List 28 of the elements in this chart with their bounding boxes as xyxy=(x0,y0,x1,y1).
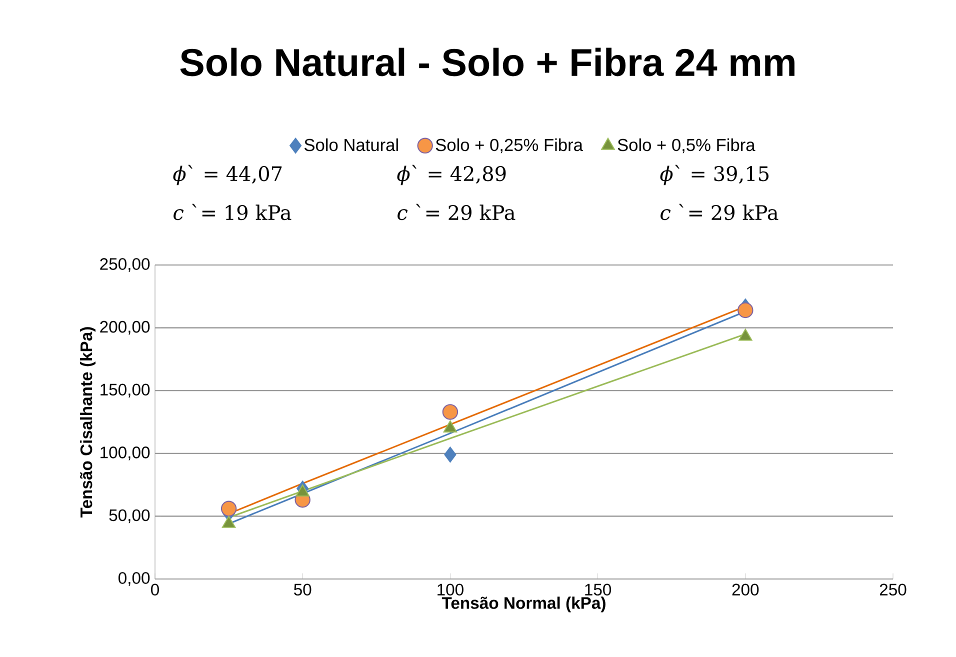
x-tick-label: 100 xyxy=(438,584,464,596)
y-tick-label: 250,00 xyxy=(100,258,150,272)
y-tick-label: 200,00 xyxy=(100,320,150,335)
text: ϕ` = 44,07 xyxy=(173,164,282,186)
x-tick-label: 150 xyxy=(585,584,612,596)
text: c `= 19 kPa xyxy=(174,204,292,220)
text: c `= 29 kPa xyxy=(398,204,516,220)
x-tick-label: 50 xyxy=(294,584,312,596)
legend-label: Solo + 0,25% Fibra xyxy=(436,138,583,154)
text: c `= 29 kPa xyxy=(660,204,778,220)
point xyxy=(442,404,458,420)
text: ϕ` = 39,15 xyxy=(660,164,768,186)
x-tick-label: 250 xyxy=(880,584,906,596)
y-tick-label: 50,00 xyxy=(109,509,150,524)
y-tick-label: 0,00 xyxy=(118,572,150,586)
legend-label: Solo Natural xyxy=(304,138,398,152)
x-axis-title: Tensão Normal (kPa) xyxy=(442,596,606,612)
y-tick-label: 150,00 xyxy=(100,384,150,398)
legend-label: Solo + 0,5% Fibra xyxy=(618,138,756,154)
point xyxy=(220,500,237,517)
point xyxy=(444,446,456,463)
point xyxy=(738,302,754,318)
y-tick-label: 100,00 xyxy=(100,446,150,460)
x-tick-label: 200 xyxy=(732,584,759,596)
y-axis-title: Tensão Cisalhante (kPa) xyxy=(80,327,96,518)
chart-title: Solo Natural - Solo + Fibra 24 mm xyxy=(180,48,794,76)
x-tick-label: 0 xyxy=(151,584,159,596)
text: ϕ` = 42,89 xyxy=(397,164,506,186)
